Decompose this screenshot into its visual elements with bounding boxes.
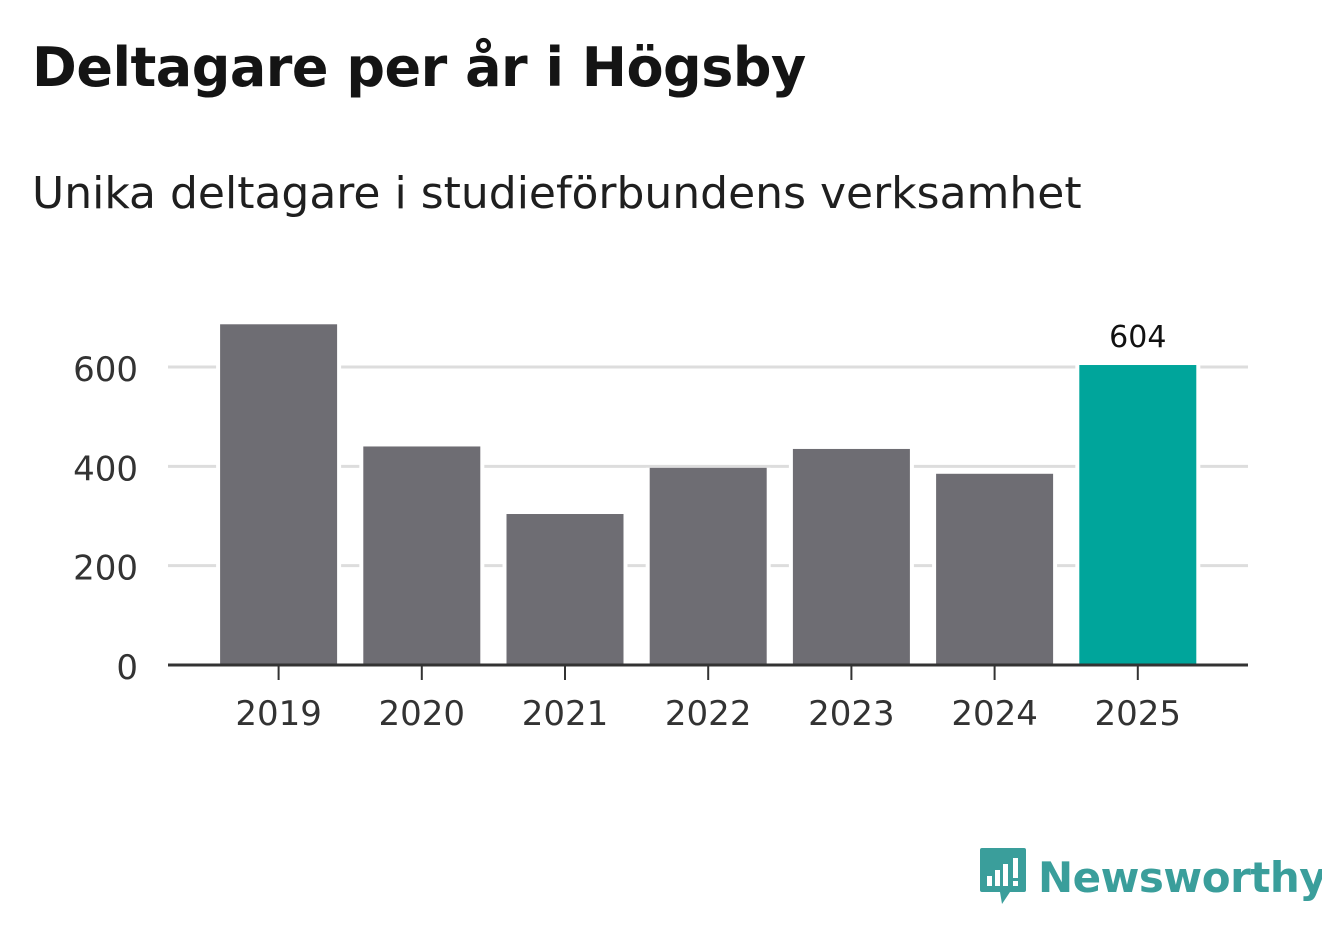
x-tick-label: 2024 [951, 694, 1038, 734]
bar-2022 [649, 467, 767, 665]
brand-logo: Newsworthy [978, 846, 1322, 908]
x-tick-label: 2025 [1095, 694, 1182, 734]
bars [216, 324, 1201, 665]
y-tick-label: 400 [73, 449, 138, 489]
x-tick-label: 2023 [808, 694, 895, 734]
labels: 0 200 400 600 2019 2020 2021 2022 2023 2024 2025 60… [73, 320, 1181, 734]
bar-2019 [220, 324, 338, 665]
x-tick-label: 2019 [235, 694, 322, 734]
bar-2020 [363, 446, 481, 665]
bar-2023 [792, 448, 910, 665]
x-tick-label: 2022 [665, 694, 752, 734]
chart-title: Deltagare per år i Högsby [32, 36, 806, 99]
axes [168, 663, 1248, 680]
newsworthy-logo-icon [980, 848, 1026, 904]
y-tick-label: 0 [116, 648, 138, 688]
x-tick-label: 2020 [379, 694, 466, 734]
bar-2024 [936, 473, 1054, 665]
brand-name: Newsworthy [1038, 852, 1322, 902]
data-label: 604 [1109, 320, 1166, 355]
x-tick-label: 2021 [522, 694, 609, 734]
bar-2021 [506, 514, 624, 665]
y-tick-label: 200 [73, 549, 138, 589]
chart-subtitle: Unika deltagare i studieförbundens verks… [32, 168, 1082, 219]
bar-2025 [1079, 365, 1197, 665]
y-tick-label: 600 [73, 350, 138, 390]
